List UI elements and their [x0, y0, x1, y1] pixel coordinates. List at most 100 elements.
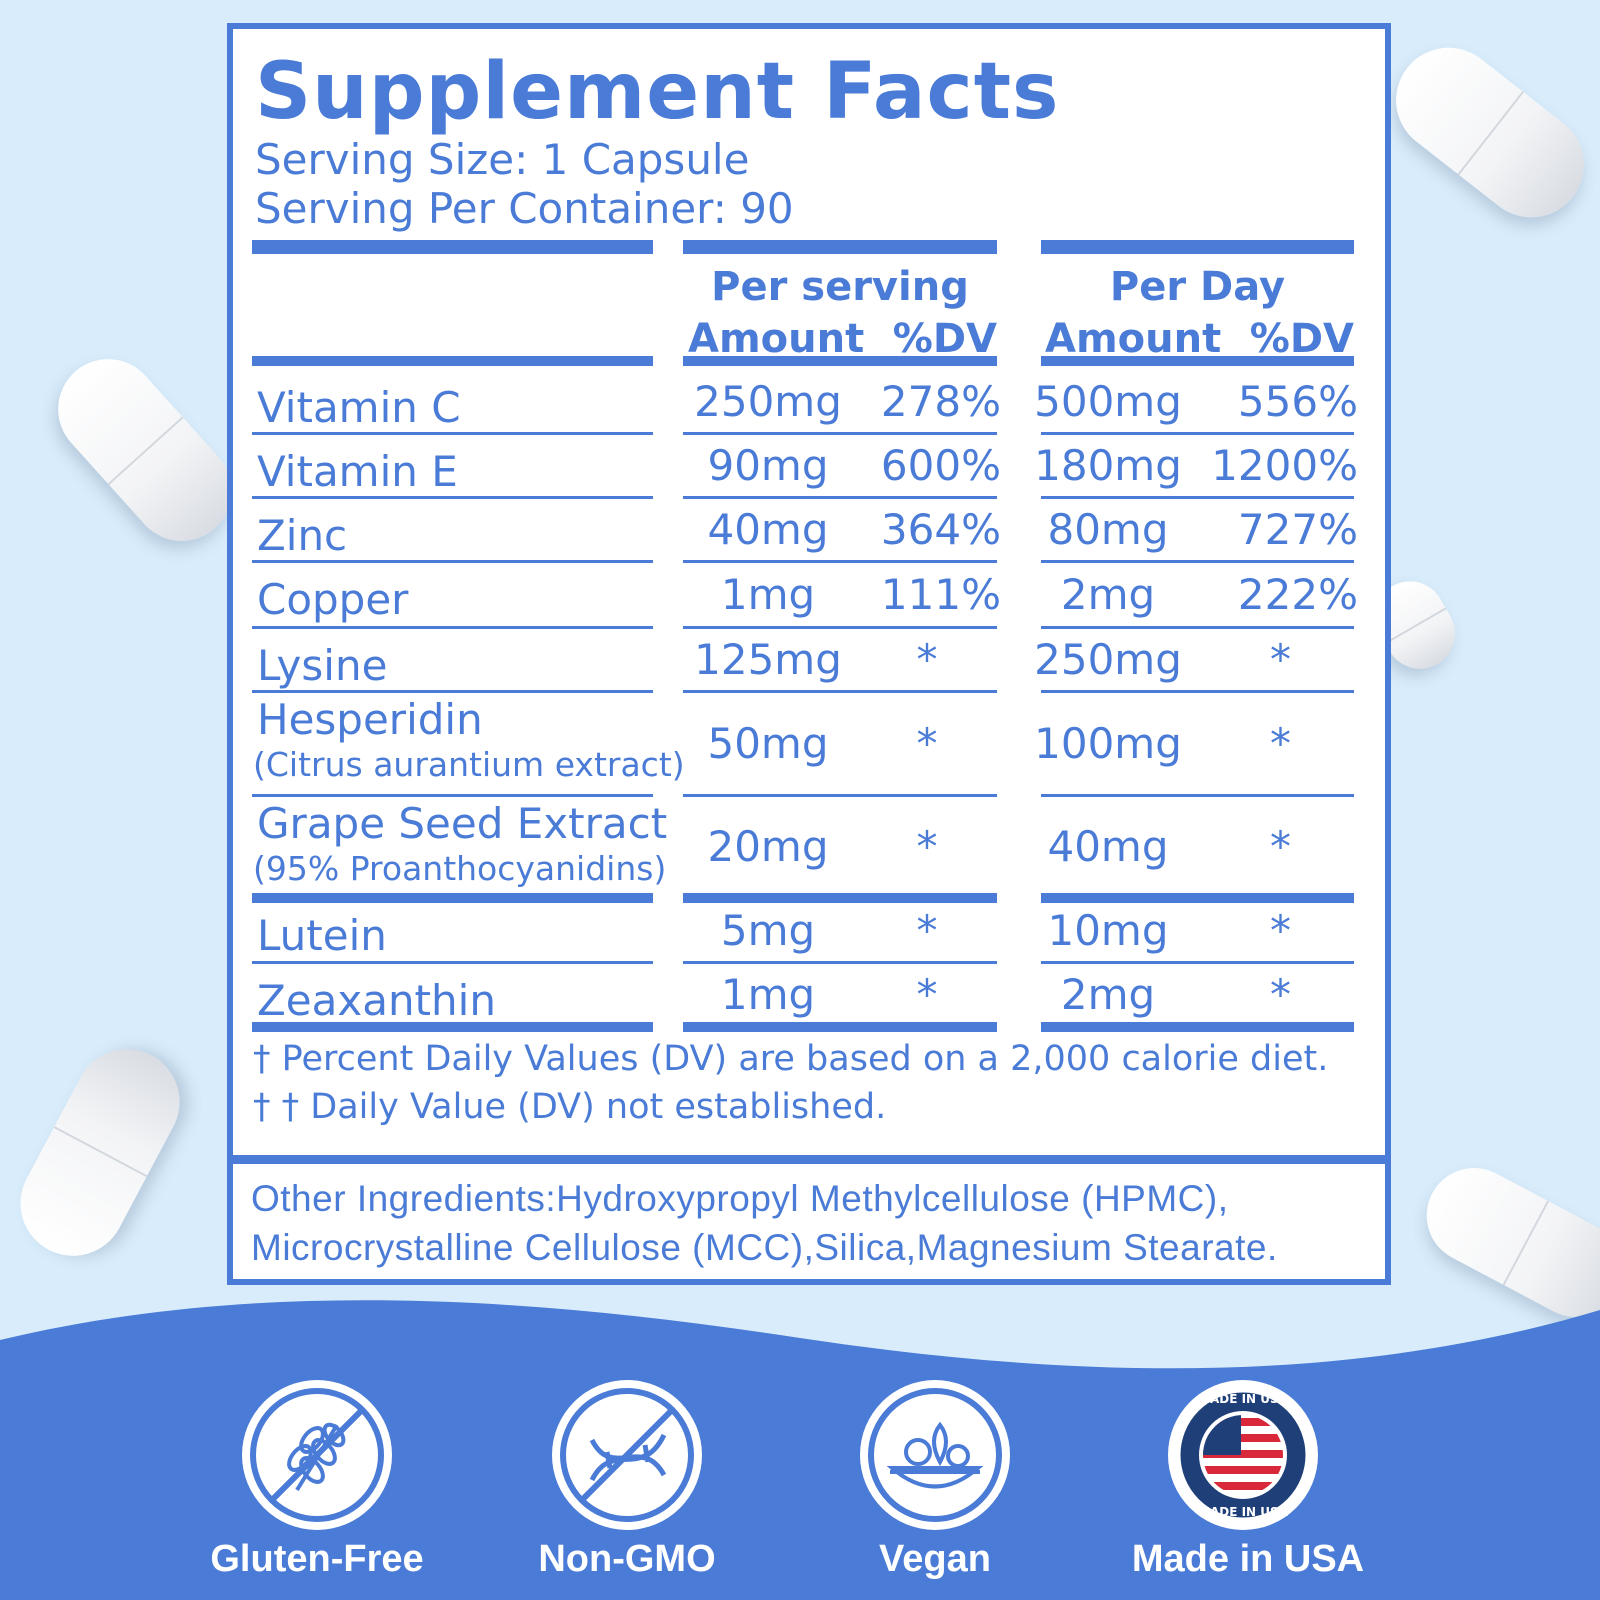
day-amount: 500mg [1034, 377, 1182, 426]
row-divider [1041, 690, 1354, 693]
serving-amount-header: Amount [688, 316, 865, 362]
per-day-header: Per Day [1109, 264, 1286, 310]
day-amount-header: Amount [1045, 316, 1222, 362]
day-dv: * [1270, 719, 1291, 768]
nutrient-name: Lysine [257, 641, 388, 690]
serving-amount: 1mg [720, 970, 816, 1019]
row-divider [683, 496, 997, 499]
supplement-facts-panel: Supplement Facts Serving Size: 1 Capsule… [227, 23, 1391, 1161]
row-divider [683, 560, 997, 563]
serving-dv: * [916, 906, 938, 955]
day-dv: 727% [1237, 505, 1358, 554]
serving-dv: 111% [880, 570, 1001, 619]
day-amount: 2mg [1060, 970, 1156, 1019]
day-dv: 556% [1237, 377, 1358, 426]
row-divider [1041, 626, 1354, 629]
serving-dv: 278% [880, 377, 1001, 426]
badge-label-made-in-usa: Made in USA [1131, 1538, 1365, 1580]
day-amount: 80mg [1047, 505, 1169, 554]
serving-size: Serving Size: 1 Capsule [255, 135, 750, 184]
nutrient-name: Vitamin C [257, 383, 461, 432]
row-divider [683, 690, 997, 693]
nutrient-note: (95% Proanthocyanidins) [253, 849, 667, 888]
nutrient-name: Grape Seed Extract [257, 799, 668, 848]
nutrient-note: (Citrus aurantium extract) [253, 745, 685, 784]
serving-dv: 600% [880, 441, 1001, 490]
panel-title: Supplement Facts [255, 47, 1060, 137]
row-divider [1041, 961, 1354, 964]
row-divider [683, 356, 997, 366]
day-amount: 180mg [1034, 441, 1182, 490]
header-bar [1041, 240, 1354, 254]
other-ingredients-line: Other Ingredients:Hydroxypropyl Methylce… [251, 1178, 1229, 1219]
row-divider [252, 496, 653, 499]
row-divider [683, 893, 997, 903]
badge-gluten-free [242, 1380, 392, 1530]
serving-dv-header: %DV [892, 316, 997, 362]
seal-text-top: MADE IN USA [1198, 1392, 1289, 1406]
other-ingredients: Other Ingredients:Hydroxypropyl Methylce… [227, 1161, 1391, 1285]
badge-label-gluten-free: Gluten-Free [210, 1538, 424, 1580]
day-amount: 10mg [1047, 906, 1169, 955]
serving-dv: * [916, 635, 938, 684]
badge-non-gmo [552, 1380, 702, 1530]
serving-amount: 1mg [720, 570, 816, 619]
day-dv: 222% [1237, 570, 1358, 619]
day-dv: * [1270, 822, 1291, 871]
row-divider [683, 1022, 997, 1032]
nutrient-name: Zeaxanthin [257, 976, 496, 1025]
row-divider [1041, 893, 1354, 903]
seal-text-bottom: MADE IN USA [1198, 1505, 1289, 1519]
footnote-dv-not-established: † † Daily Value (DV) not established. [253, 1087, 887, 1127]
serving-amount: 250mg [694, 377, 842, 426]
nutrient-name: Copper [257, 575, 409, 624]
serving-dv: 364% [880, 505, 1001, 554]
row-divider [1041, 496, 1354, 499]
made-in-usa-flag-seal-icon: MADE IN USA MADE IN USA [1177, 1389, 1309, 1521]
row-divider [683, 961, 997, 964]
row-divider [683, 794, 997, 797]
row-divider [252, 432, 653, 435]
capsule-decoration [2, 1030, 198, 1275]
day-amount: 40mg [1047, 822, 1169, 871]
capsule-decoration [37, 338, 253, 562]
serving-amount: 90mg [707, 441, 829, 490]
header-bar [252, 240, 653, 254]
row-divider [1041, 794, 1354, 797]
day-amount: 250mg [1034, 635, 1182, 684]
footnote-dv-basis: † Percent Daily Values (DV) are based on… [253, 1039, 1329, 1079]
per-serving-header: Per serving [711, 264, 969, 310]
gluten-free-wheat-icon [250, 1388, 384, 1522]
header-bar [683, 240, 997, 254]
badge-vegan [860, 1380, 1010, 1530]
serving-amount: 20mg [707, 822, 829, 871]
non-gmo-dna-icon [560, 1388, 694, 1522]
capsule-decoration [1374, 26, 1600, 239]
nutrient-name: Zinc [257, 511, 348, 560]
day-amount: 2mg [1060, 570, 1156, 619]
row-divider [252, 961, 653, 964]
day-dv: 1200% [1211, 441, 1358, 490]
badge-label-non-gmo: Non-GMO [538, 1538, 716, 1580]
nutrient-name: Vitamin E [257, 447, 458, 496]
nutrient-name: Hesperidin [257, 695, 483, 744]
day-dv: * [1270, 635, 1291, 684]
badge-made-in-usa: MADE IN USA MADE IN USA [1168, 1380, 1318, 1530]
day-dv: * [1270, 970, 1291, 1019]
day-amount: 100mg [1034, 719, 1182, 768]
row-divider [1041, 356, 1354, 366]
row-divider [252, 690, 653, 693]
nutrient-name: Lutein [257, 911, 387, 960]
day-dv-header: %DV [1249, 316, 1354, 362]
serving-dv: * [916, 822, 938, 871]
badge-label-vegan: Vegan [879, 1538, 991, 1580]
row-divider [252, 1022, 653, 1032]
serving-dv: * [916, 719, 938, 768]
serving-dv: * [916, 970, 938, 1019]
row-divider [683, 432, 997, 435]
serving-amount: 125mg [694, 635, 842, 684]
serving-amount: 50mg [707, 719, 829, 768]
vegan-salad-bowl-icon [868, 1388, 1002, 1522]
other-ingredients-line: Microcrystalline Cellulose (MCC),Silica,… [251, 1227, 1278, 1268]
row-divider [252, 893, 653, 903]
